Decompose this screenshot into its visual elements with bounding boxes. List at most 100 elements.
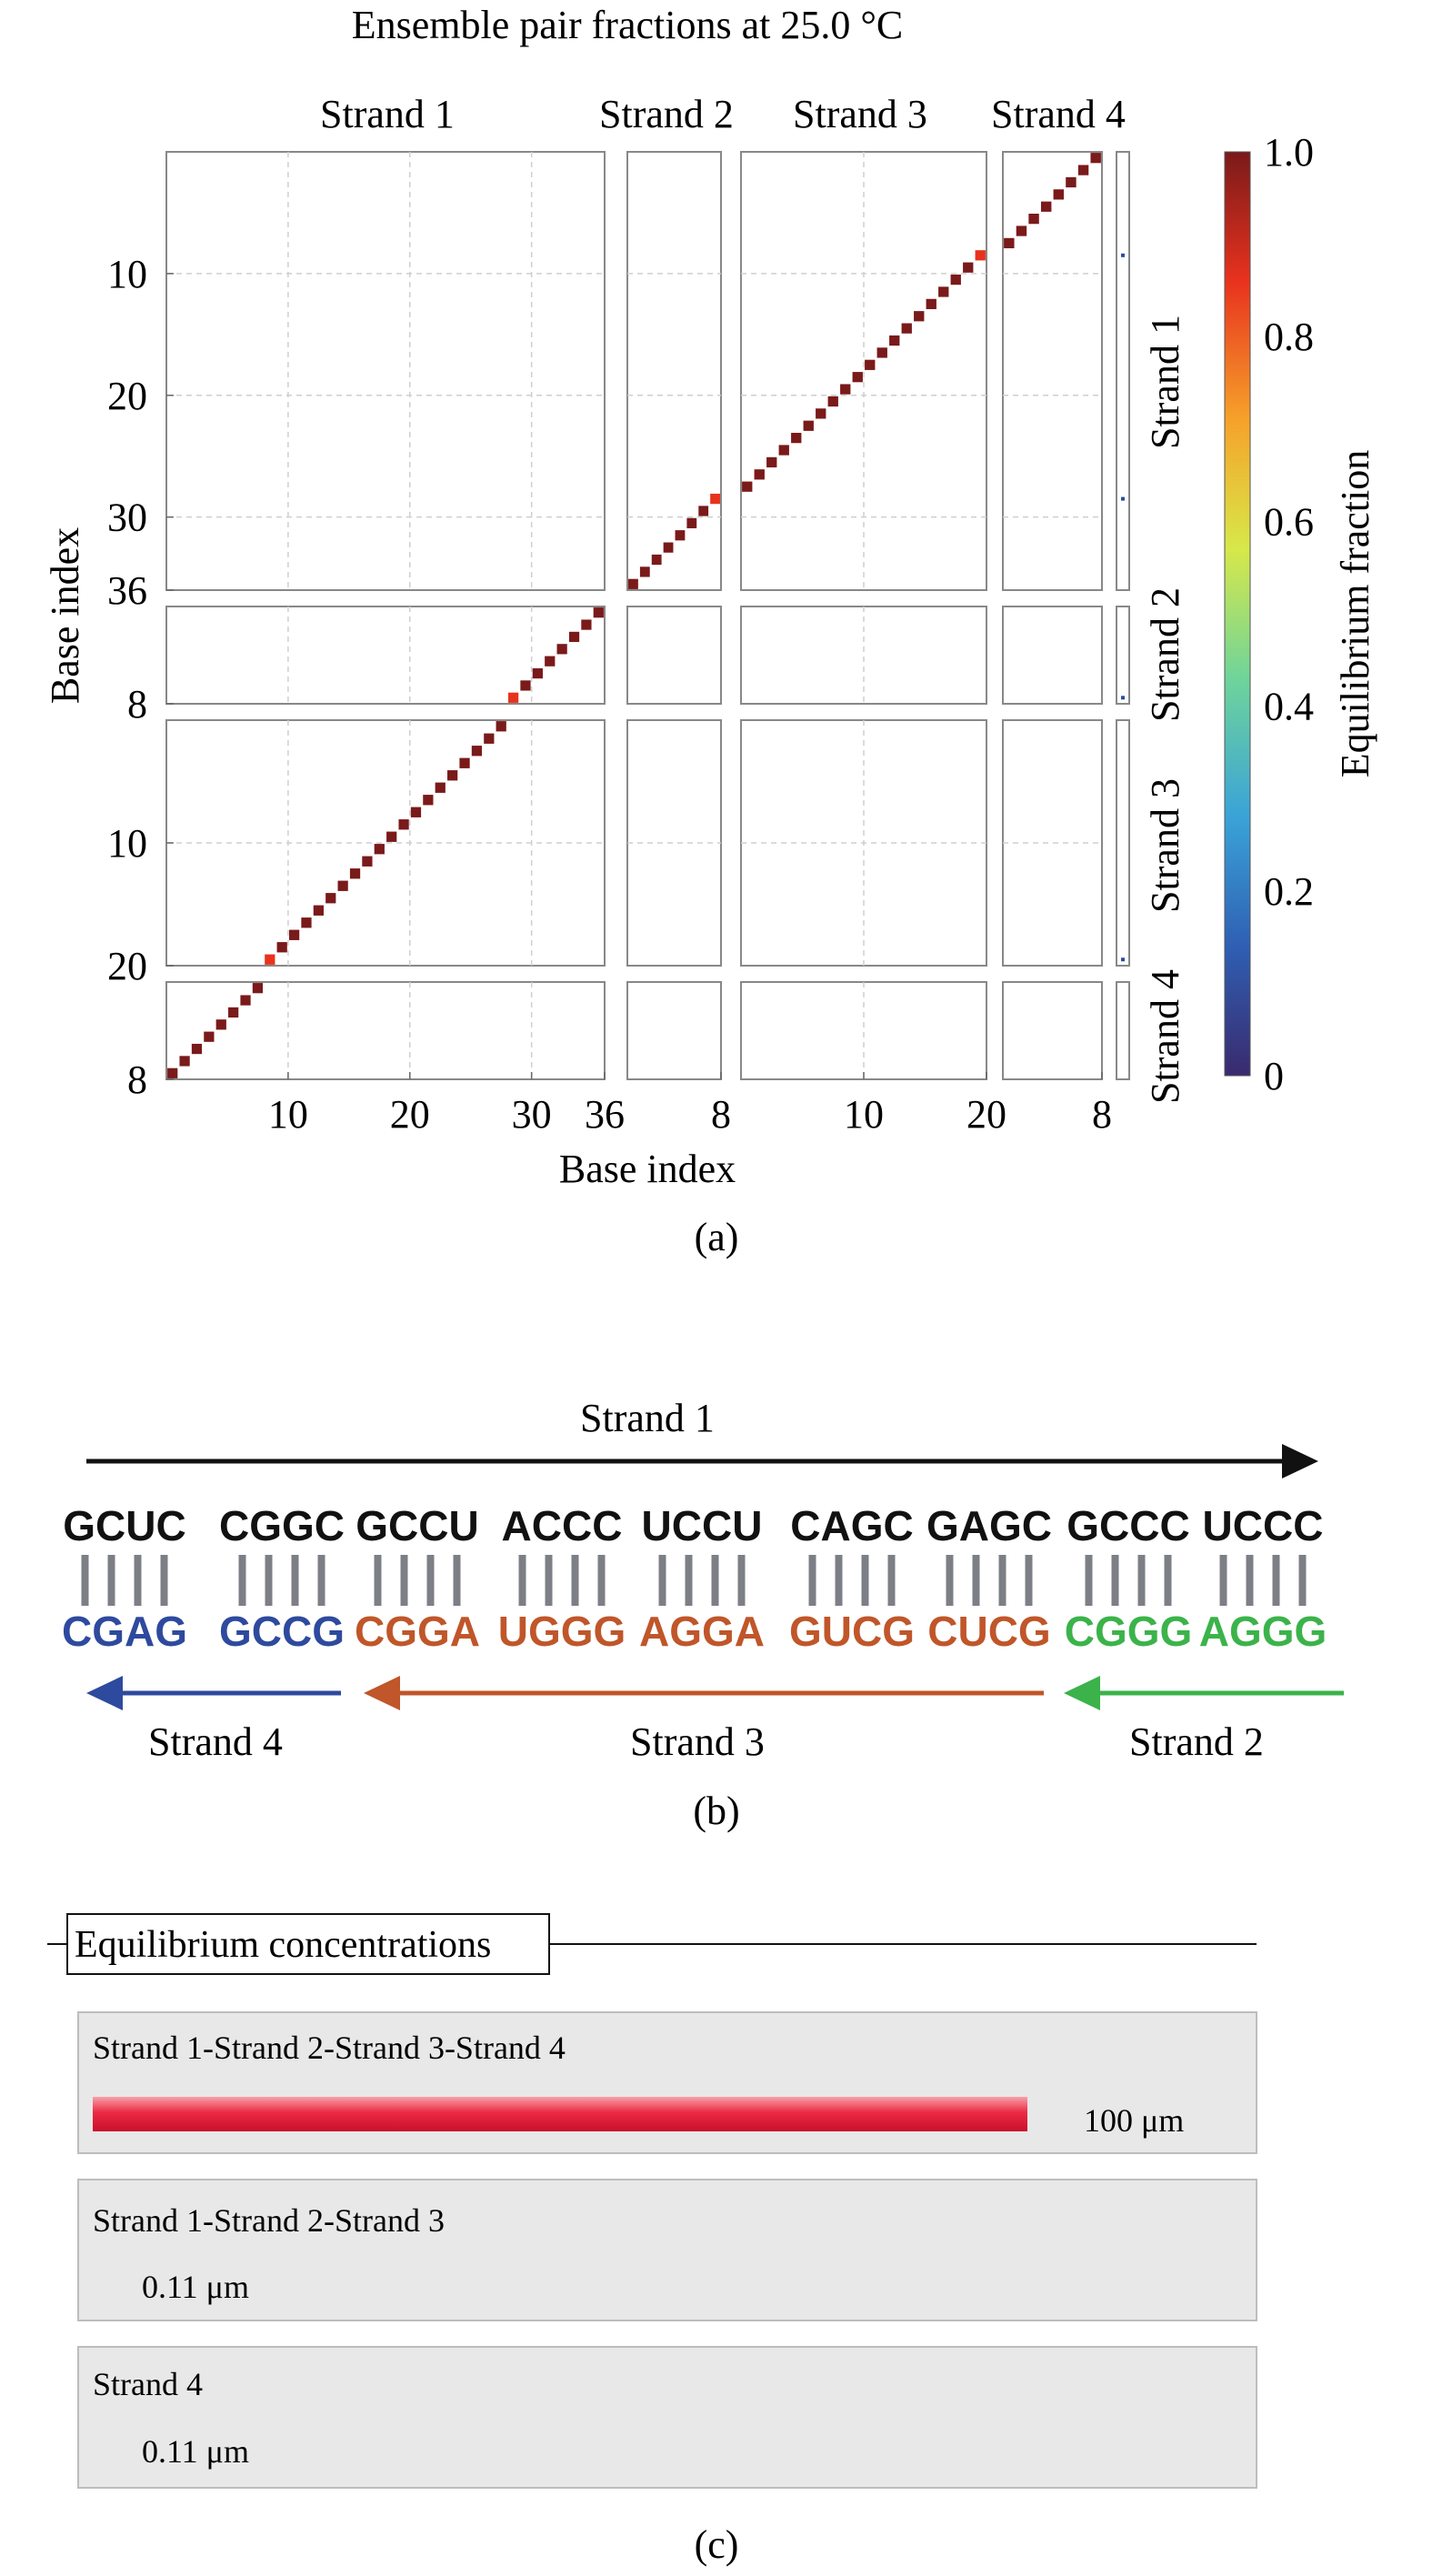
pair-cell: [710, 493, 720, 505]
pair-cell: [362, 856, 373, 867]
colorbar-label: Equilibrium fraction: [1333, 450, 1377, 777]
base-pair-bond: [861, 1555, 869, 1606]
base-pair-bond: [711, 1555, 719, 1606]
base-pair-bond: [134, 1555, 142, 1606]
pair-cell: [386, 831, 397, 842]
panel-b: Strand 1 GCUC CGGC GCCU ACCC UCCU CAGC GAGC GCC…: [62, 1396, 1344, 1833]
y-tick-label: 8: [127, 682, 147, 727]
base-pair-bond: [1137, 1555, 1146, 1606]
bottom-sequence-group: AGGA: [639, 1608, 765, 1655]
colorbar-tick-label: 1.0: [1264, 130, 1314, 175]
col-label-strand-3: Strand 3: [793, 92, 927, 136]
pair-cell: [423, 795, 434, 806]
row-label-strand-3: Strand 3: [1143, 778, 1187, 913]
concentration-row-3: [77, 2346, 1257, 2489]
concentration-row-3-value: 0.11 μm: [142, 2433, 249, 2470]
pair-cell: [675, 530, 686, 541]
unpaired-cell: [1121, 496, 1125, 501]
pair-cell: [950, 274, 961, 286]
strand-4-arrowhead-icon: [86, 1676, 123, 1710]
top-sequence-group: ACCC: [502, 1502, 623, 1549]
unpaired-column: [1116, 719, 1130, 967]
strand-3-label: Strand 3: [630, 1719, 765, 1764]
base-pair-bond: [291, 1555, 299, 1606]
pair-cell: [520, 680, 531, 691]
pair-cell: [215, 1019, 226, 1030]
x-tick-label: 8: [711, 1092, 731, 1137]
heatmap-blocks: [165, 151, 1130, 1080]
base-pair-bond: [808, 1555, 816, 1606]
pair-cell: [754, 469, 765, 480]
pair-cell: [204, 1031, 215, 1042]
concentration-row-2: [77, 2179, 1257, 2321]
panel-c: Equilibrium concentrations Strand 1-Stra…: [47, 1913, 1257, 2567]
pair-cell: [876, 347, 887, 358]
heatmap-block: [165, 151, 606, 591]
bottom-sequence-group: CGAG: [62, 1608, 187, 1655]
pair-cell: [963, 262, 974, 273]
pair-cell: [686, 517, 697, 528]
x-tick-label: 30: [512, 1092, 552, 1137]
pair-cell: [349, 868, 361, 879]
pair-cell: [410, 807, 422, 817]
base-pair-bond: [946, 1555, 954, 1606]
top-sequence-group: CGGC: [219, 1502, 345, 1549]
pair-cell: [593, 607, 604, 618]
pair-cell: [191, 1043, 203, 1055]
col-label-strand-1: Strand 1: [320, 92, 455, 136]
pair-cell: [179, 1056, 190, 1067]
x-tick-label: 20: [966, 1092, 1006, 1137]
concentration-row-1-label: Strand 1-Strand 2-Strand 3-Strand 4: [93, 2030, 566, 2066]
pair-cell: [778, 445, 789, 456]
pair-cell: [398, 819, 409, 830]
panel-a: Ensemble pair fractions at 25.0 °C Stran…: [43, 3, 1377, 1259]
colorbar: [1224, 151, 1251, 1077]
pair-cell: [167, 1067, 178, 1078]
pair-cell: [865, 359, 876, 370]
base-pair-bond: [658, 1555, 666, 1606]
pair-cell: [532, 667, 543, 679]
caption-b: (b): [693, 1789, 739, 1833]
pair-cell: [852, 372, 863, 383]
pair-cell: [1090, 153, 1101, 164]
top-sequence-group: GAGC: [926, 1502, 1052, 1549]
pair-cell: [1016, 226, 1027, 236]
strand-1-label: Strand 1: [580, 1396, 715, 1440]
pair-cell: [228, 1007, 239, 1018]
pair-cell: [1004, 237, 1015, 249]
top-sequence: GCUC CGGC GCCU ACCC UCCU CAGC GAGC GCCC UCCC: [63, 1502, 1323, 1549]
x-tick-label: 10: [268, 1092, 308, 1137]
pair-cell: [545, 656, 556, 667]
pair-cell: [742, 481, 753, 492]
pair-cell: [325, 893, 336, 904]
x-tick-label: 20: [390, 1092, 430, 1137]
base-pair-bond: [426, 1555, 435, 1606]
pair-cell: [435, 782, 446, 793]
base-pair-bond: [1219, 1555, 1227, 1606]
bottom-sequence-group: AGGG: [1199, 1608, 1327, 1655]
bottom-sequence-group: GUCG: [789, 1608, 915, 1655]
base-pair-bond: [400, 1555, 408, 1606]
pair-cell: [556, 644, 567, 655]
base-pair-bond: [887, 1555, 896, 1606]
y-tick-label: 10: [107, 821, 147, 866]
base-pair-bond: [571, 1555, 579, 1606]
heatmap-block: [626, 981, 722, 1080]
base-pair-bond: [1298, 1555, 1307, 1606]
base-pair-bond: [835, 1555, 843, 1606]
pair-cell: [1053, 189, 1065, 200]
base-pair-bond: [317, 1555, 325, 1606]
heatmap-block: [626, 606, 722, 705]
col-label-strand-2: Strand 2: [599, 92, 734, 136]
pair-cell: [337, 880, 348, 891]
pair-cell: [766, 456, 777, 468]
pair-cell: [698, 506, 709, 516]
strand-4-label: Strand 4: [148, 1719, 283, 1764]
strand-2-arrowhead-icon: [1064, 1676, 1100, 1710]
pair-cell: [827, 396, 838, 407]
unpaired-column: [1116, 606, 1130, 705]
y-tick-label: 30: [107, 496, 147, 540]
base-pair-bond: [265, 1555, 273, 1606]
unpaired-cell: [1121, 957, 1125, 962]
